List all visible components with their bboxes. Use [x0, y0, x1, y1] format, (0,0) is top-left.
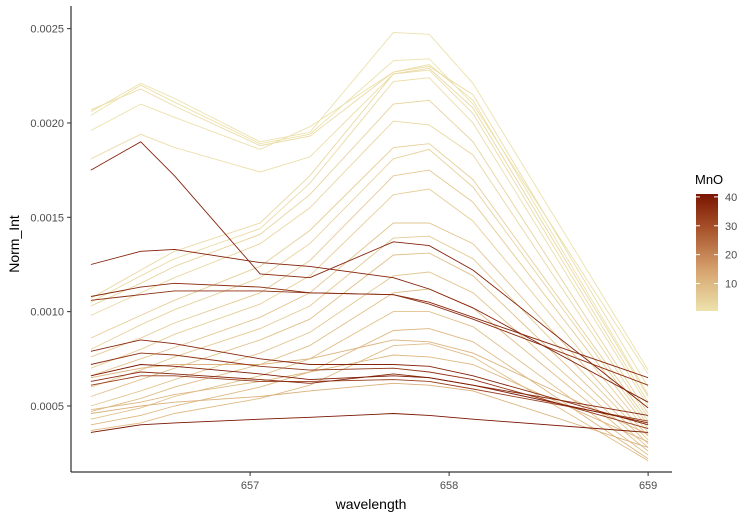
series-line-34: [90, 413, 649, 433]
series-line-6: [90, 67, 649, 397]
series-line-17: [90, 271, 649, 448]
y-tick-label: 0.0015: [30, 212, 64, 224]
series-line-3: [90, 65, 649, 388]
lines-layer: [90, 31, 649, 462]
series-line-24: [90, 382, 649, 448]
series-line-1: [90, 31, 649, 371]
series-line-30: [90, 352, 649, 430]
legend-colorbar: [696, 194, 718, 311]
series-line-22: [90, 339, 649, 435]
x-tick-label: 659: [639, 480, 657, 492]
series-line-7: [90, 77, 649, 407]
legend-tick-label: 10: [725, 279, 737, 291]
legend-title: MnO: [695, 172, 723, 187]
x-axis-title: wavelength: [335, 496, 407, 512]
series-line-2: [90, 58, 649, 375]
y-tick-label: 0.0010: [30, 307, 64, 319]
series-line-9: [90, 120, 649, 418]
series-line-4: [90, 64, 649, 395]
y-tick-label: 0.0020: [30, 118, 64, 130]
series-line-13: [90, 188, 649, 433]
series-line-12: [90, 169, 649, 429]
series-line-28: [90, 290, 649, 386]
series-line-25: [90, 141, 649, 409]
series-line-29: [90, 339, 649, 426]
series-line-33: [90, 375, 649, 422]
y-tick-label: 0.0025: [30, 24, 64, 36]
series-line-21: [90, 343, 649, 462]
series-line-23: [90, 354, 649, 443]
y-axis-ticks: 0.0005 0.0010 0.0015 0.0020 0.0025: [30, 24, 71, 413]
legend-tick-label: 40: [725, 192, 737, 204]
series-line-15: [90, 235, 649, 441]
x-tick-label: 658: [440, 480, 458, 492]
legend: MnO 10 20 30 40: [695, 172, 737, 311]
x-axis-ticks: 657 658 659: [241, 472, 657, 492]
legend-ticks: 10 20 30 40: [696, 192, 737, 291]
legend-tick-label: 30: [725, 221, 737, 233]
series-line-27: [90, 282, 649, 379]
x-tick-label: 657: [241, 480, 259, 492]
y-axis-title: Norm_Int: [6, 215, 22, 273]
series-line-31: [90, 364, 649, 424]
series-line-26: [90, 248, 649, 403]
y-tick-label: 0.0005: [30, 401, 64, 413]
series-line-8: [90, 99, 649, 414]
series-line-10: [90, 143, 649, 422]
series-line-5: [90, 69, 649, 403]
legend-tick-label: 20: [725, 250, 737, 262]
series-line-18: [90, 288, 649, 452]
series-line-11: [90, 148, 649, 426]
